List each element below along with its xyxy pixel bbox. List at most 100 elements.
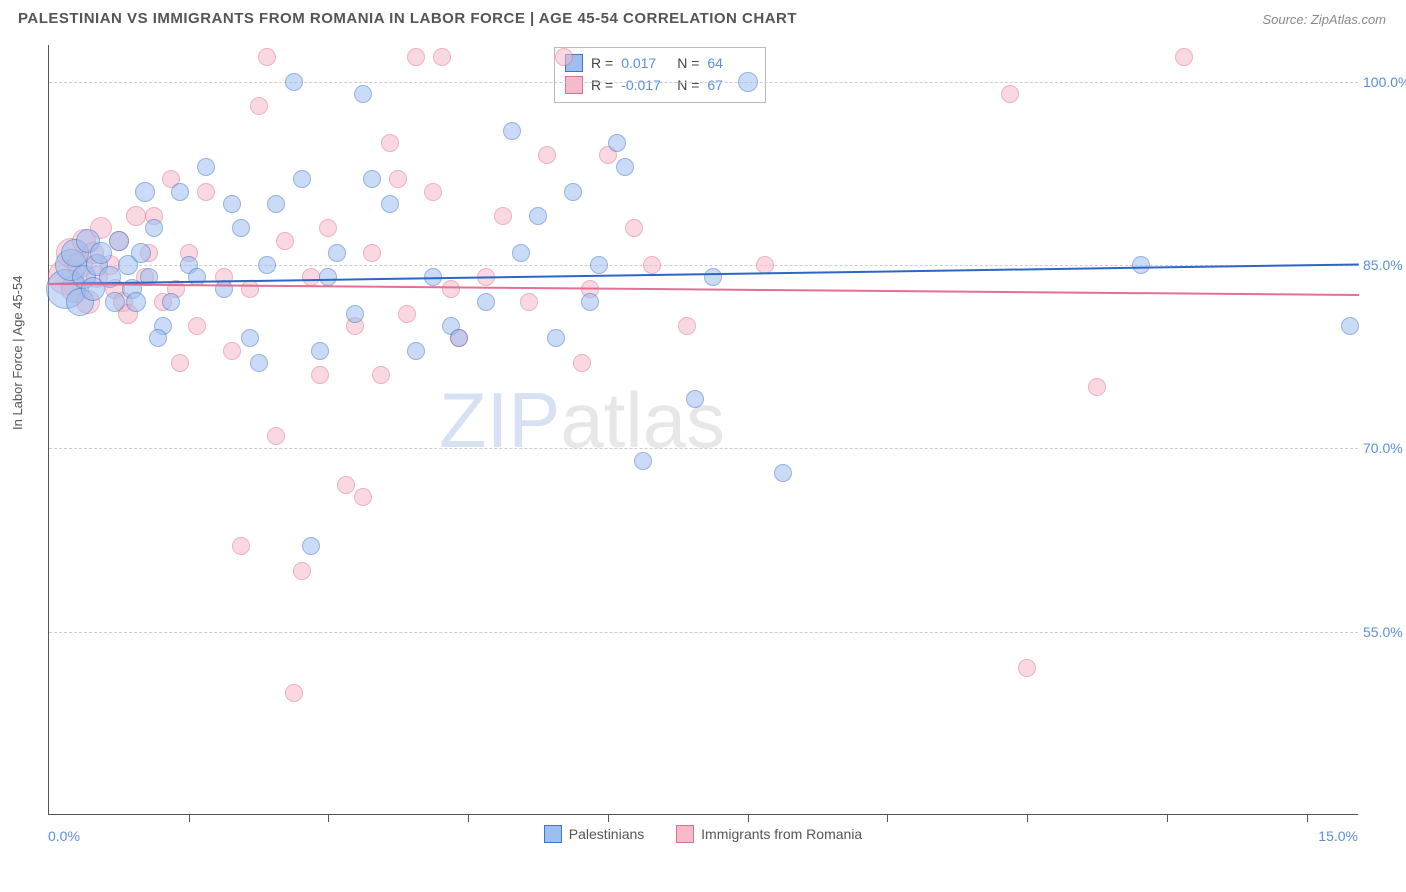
n-value: 64 xyxy=(707,55,755,71)
data-point xyxy=(590,256,608,274)
x-tick xyxy=(748,814,749,822)
data-point xyxy=(1132,256,1150,274)
legend-swatch-icon xyxy=(544,825,562,843)
data-point xyxy=(171,183,189,201)
data-point xyxy=(232,537,250,555)
data-point xyxy=(608,134,626,152)
data-point xyxy=(311,342,329,360)
data-point xyxy=(223,342,241,360)
data-point xyxy=(276,232,294,250)
data-point xyxy=(109,231,129,251)
x-tick xyxy=(468,814,469,822)
data-point xyxy=(520,293,538,311)
data-point xyxy=(126,206,146,226)
data-point xyxy=(1341,317,1359,335)
data-point xyxy=(407,342,425,360)
data-point xyxy=(381,195,399,213)
data-point xyxy=(258,48,276,66)
data-point xyxy=(381,134,399,152)
data-point xyxy=(241,329,259,347)
data-point xyxy=(302,268,320,286)
x-tick xyxy=(1027,814,1028,822)
data-point xyxy=(319,219,337,237)
data-point xyxy=(686,390,704,408)
y-tick-label: 100.0% xyxy=(1363,74,1406,90)
gridline xyxy=(49,632,1358,633)
r-label: R = xyxy=(591,55,613,71)
gridline xyxy=(49,448,1358,449)
data-point xyxy=(311,366,329,384)
watermark: ZIPatlas xyxy=(439,375,725,466)
x-tick xyxy=(887,814,888,822)
data-point xyxy=(267,195,285,213)
legend-item: Palestinians xyxy=(544,825,645,843)
data-point xyxy=(232,219,250,237)
data-point xyxy=(354,488,372,506)
source-attribution: Source: ZipAtlas.com xyxy=(1262,12,1386,27)
data-point xyxy=(407,48,425,66)
r-value: 0.017 xyxy=(621,55,669,71)
data-point xyxy=(643,256,661,274)
data-point xyxy=(1018,659,1036,677)
data-point xyxy=(135,182,155,202)
data-point xyxy=(442,280,460,298)
data-point xyxy=(215,280,233,298)
data-point xyxy=(105,292,125,312)
y-tick-label: 70.0% xyxy=(1363,440,1406,456)
correlation-stats-box: R = 0.017 N = 64 R = -0.017 N = 67 xyxy=(554,47,766,103)
data-point xyxy=(250,354,268,372)
data-point xyxy=(162,293,180,311)
data-point xyxy=(704,268,722,286)
x-tick xyxy=(189,814,190,822)
data-point xyxy=(267,427,285,445)
data-point xyxy=(616,158,634,176)
stats-row-series-2: R = -0.017 N = 67 xyxy=(565,74,755,96)
data-point xyxy=(547,329,565,347)
legend-swatch-icon xyxy=(565,76,583,94)
data-point xyxy=(433,48,451,66)
data-point xyxy=(258,256,276,274)
data-point xyxy=(503,122,521,140)
data-point xyxy=(354,85,372,103)
data-point xyxy=(1001,85,1019,103)
x-tick xyxy=(1307,814,1308,822)
data-point xyxy=(581,293,599,311)
y-axis-label: In Labor Force | Age 45-54 xyxy=(10,276,25,430)
bottom-legend: Palestinians Immigrants from Romania xyxy=(0,825,1406,846)
data-point xyxy=(293,562,311,580)
data-point xyxy=(363,244,381,262)
data-point xyxy=(131,243,151,263)
data-point xyxy=(126,292,146,312)
data-point xyxy=(302,537,320,555)
stats-row-series-1: R = 0.017 N = 64 xyxy=(565,52,755,74)
data-point xyxy=(1088,378,1106,396)
data-point xyxy=(738,72,758,92)
data-point xyxy=(197,183,215,201)
y-tick-label: 85.0% xyxy=(1363,257,1406,273)
r-label: R = xyxy=(591,77,613,93)
data-point xyxy=(424,183,442,201)
data-point xyxy=(171,354,189,372)
x-tick xyxy=(328,814,329,822)
data-point xyxy=(1175,48,1193,66)
data-point xyxy=(477,293,495,311)
r-value: -0.017 xyxy=(621,77,669,93)
data-point xyxy=(573,354,591,372)
y-tick-label: 55.0% xyxy=(1363,624,1406,640)
data-point xyxy=(149,329,167,347)
data-point xyxy=(328,244,346,262)
data-point xyxy=(372,366,390,384)
data-point xyxy=(285,684,303,702)
data-point xyxy=(197,158,215,176)
data-point xyxy=(285,73,303,91)
n-label: N = xyxy=(677,55,699,71)
data-point xyxy=(450,329,468,347)
data-point xyxy=(529,207,547,225)
data-point xyxy=(223,195,241,213)
data-point xyxy=(145,219,163,237)
data-point xyxy=(564,183,582,201)
data-point xyxy=(512,244,530,262)
scatter-plot-area: ZIPatlas R = 0.017 N = 64 R = -0.017 N =… xyxy=(48,45,1358,815)
data-point xyxy=(346,305,364,323)
data-point xyxy=(293,170,311,188)
